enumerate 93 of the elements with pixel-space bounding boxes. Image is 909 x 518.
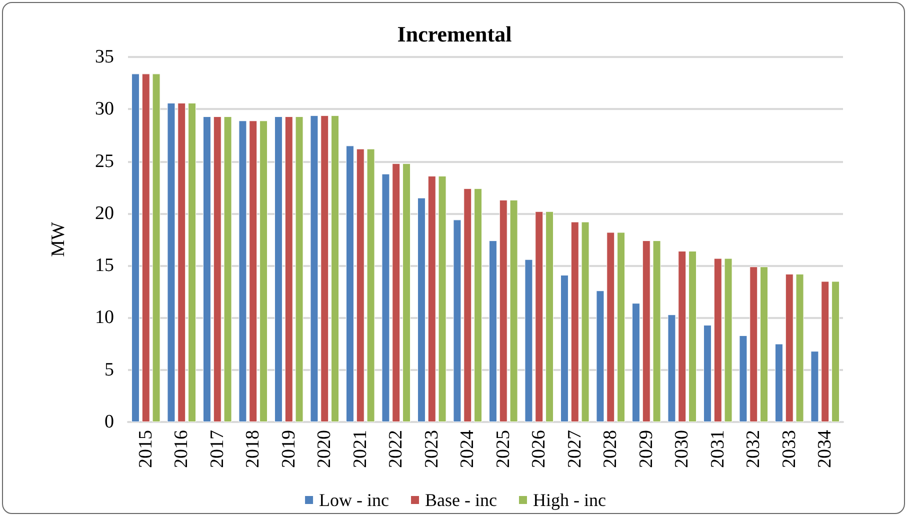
y-tick-label: 15	[95, 255, 114, 276]
bar	[546, 211, 554, 422]
x-tick-label: 2021	[350, 430, 371, 468]
bar	[596, 290, 604, 422]
bar	[750, 266, 758, 422]
bar	[346, 146, 354, 422]
bar	[249, 120, 258, 422]
bar	[331, 115, 340, 422]
chart-title: Incremental	[397, 22, 512, 46]
bar	[284, 116, 293, 422]
bar	[774, 344, 783, 422]
x-tick-label: 2031	[707, 430, 728, 468]
bar	[295, 116, 304, 422]
bar	[821, 281, 830, 422]
bar	[632, 303, 640, 422]
x-tick-label: 2018	[242, 430, 264, 468]
bar	[188, 102, 196, 422]
bar	[535, 211, 544, 422]
y-tick-label: 35	[95, 46, 114, 68]
x-tick-label: 2015	[135, 430, 156, 468]
y-tick-label: 30	[95, 98, 114, 120]
bar	[438, 176, 446, 422]
bar	[560, 274, 568, 422]
bar	[760, 266, 768, 422]
legend-label: Low - inc	[319, 490, 390, 510]
bar	[356, 148, 364, 422]
y-tick-label: 25	[95, 150, 114, 172]
bar	[714, 258, 722, 422]
x-tick-label: 2020	[314, 430, 336, 468]
bar	[152, 74, 160, 422]
bar	[524, 259, 533, 422]
legend-label: Base - inc	[425, 490, 497, 510]
bar	[796, 274, 804, 422]
bar	[274, 116, 282, 422]
bar	[499, 200, 508, 422]
x-tick-label: 2034	[814, 430, 836, 468]
x-tick-label: 2022	[386, 430, 407, 468]
x-tick-label: 2028	[600, 430, 622, 468]
bar	[617, 232, 626, 422]
x-tick-label: 2016	[171, 430, 192, 468]
x-tick-label: 2019	[278, 430, 300, 468]
bar	[581, 222, 590, 422]
bar	[488, 240, 497, 422]
bar	[606, 232, 615, 422]
x-tick-label: 2030	[672, 430, 693, 468]
x-tick-label: 2026	[528, 430, 550, 468]
bar	[178, 102, 186, 422]
bar	[392, 163, 400, 422]
x-tick-label: 2032	[743, 430, 764, 468]
bar	[366, 148, 375, 422]
bar	[810, 351, 819, 422]
y-tick-label: 10	[95, 307, 114, 328]
x-tick-label: 2017	[206, 430, 228, 468]
bar	[417, 198, 426, 422]
x-tick-label: 2027	[564, 430, 586, 468]
bar	[224, 116, 232, 422]
x-tick-label: 2025	[492, 430, 514, 468]
bar	[474, 188, 482, 422]
legend-label: High - inc	[532, 490, 606, 510]
bar	[142, 74, 150, 422]
bar	[570, 222, 579, 422]
bar	[688, 250, 697, 422]
bar	[310, 115, 318, 422]
bar	[238, 120, 247, 422]
bar	[320, 115, 329, 422]
bar	[464, 188, 472, 422]
x-tick-label: 2033	[778, 430, 800, 468]
bar	[724, 258, 732, 422]
bar	[131, 74, 140, 422]
x-tick-label: 2024	[457, 430, 478, 468]
bar	[832, 281, 840, 422]
y-tick-label: 0	[104, 412, 114, 432]
bar	[382, 174, 390, 422]
bar	[260, 120, 268, 422]
bar	[167, 102, 176, 422]
y-tick-label: 20	[95, 202, 114, 224]
y-axis-title: MW	[48, 222, 69, 257]
x-tick-label: 2029	[636, 430, 657, 468]
bar	[453, 220, 462, 422]
bar	[642, 240, 650, 422]
x-tick-label: 2023	[421, 430, 442, 468]
bar	[213, 116, 222, 422]
bar	[652, 240, 661, 422]
y-tick-label: 5	[104, 359, 114, 380]
bar	[739, 335, 748, 422]
bar	[785, 274, 794, 422]
bar	[678, 250, 686, 422]
bar	[703, 325, 712, 422]
bar	[428, 176, 436, 422]
bar	[668, 314, 676, 422]
bar	[402, 163, 411, 422]
bar	[202, 116, 211, 422]
bar	[510, 200, 518, 422]
